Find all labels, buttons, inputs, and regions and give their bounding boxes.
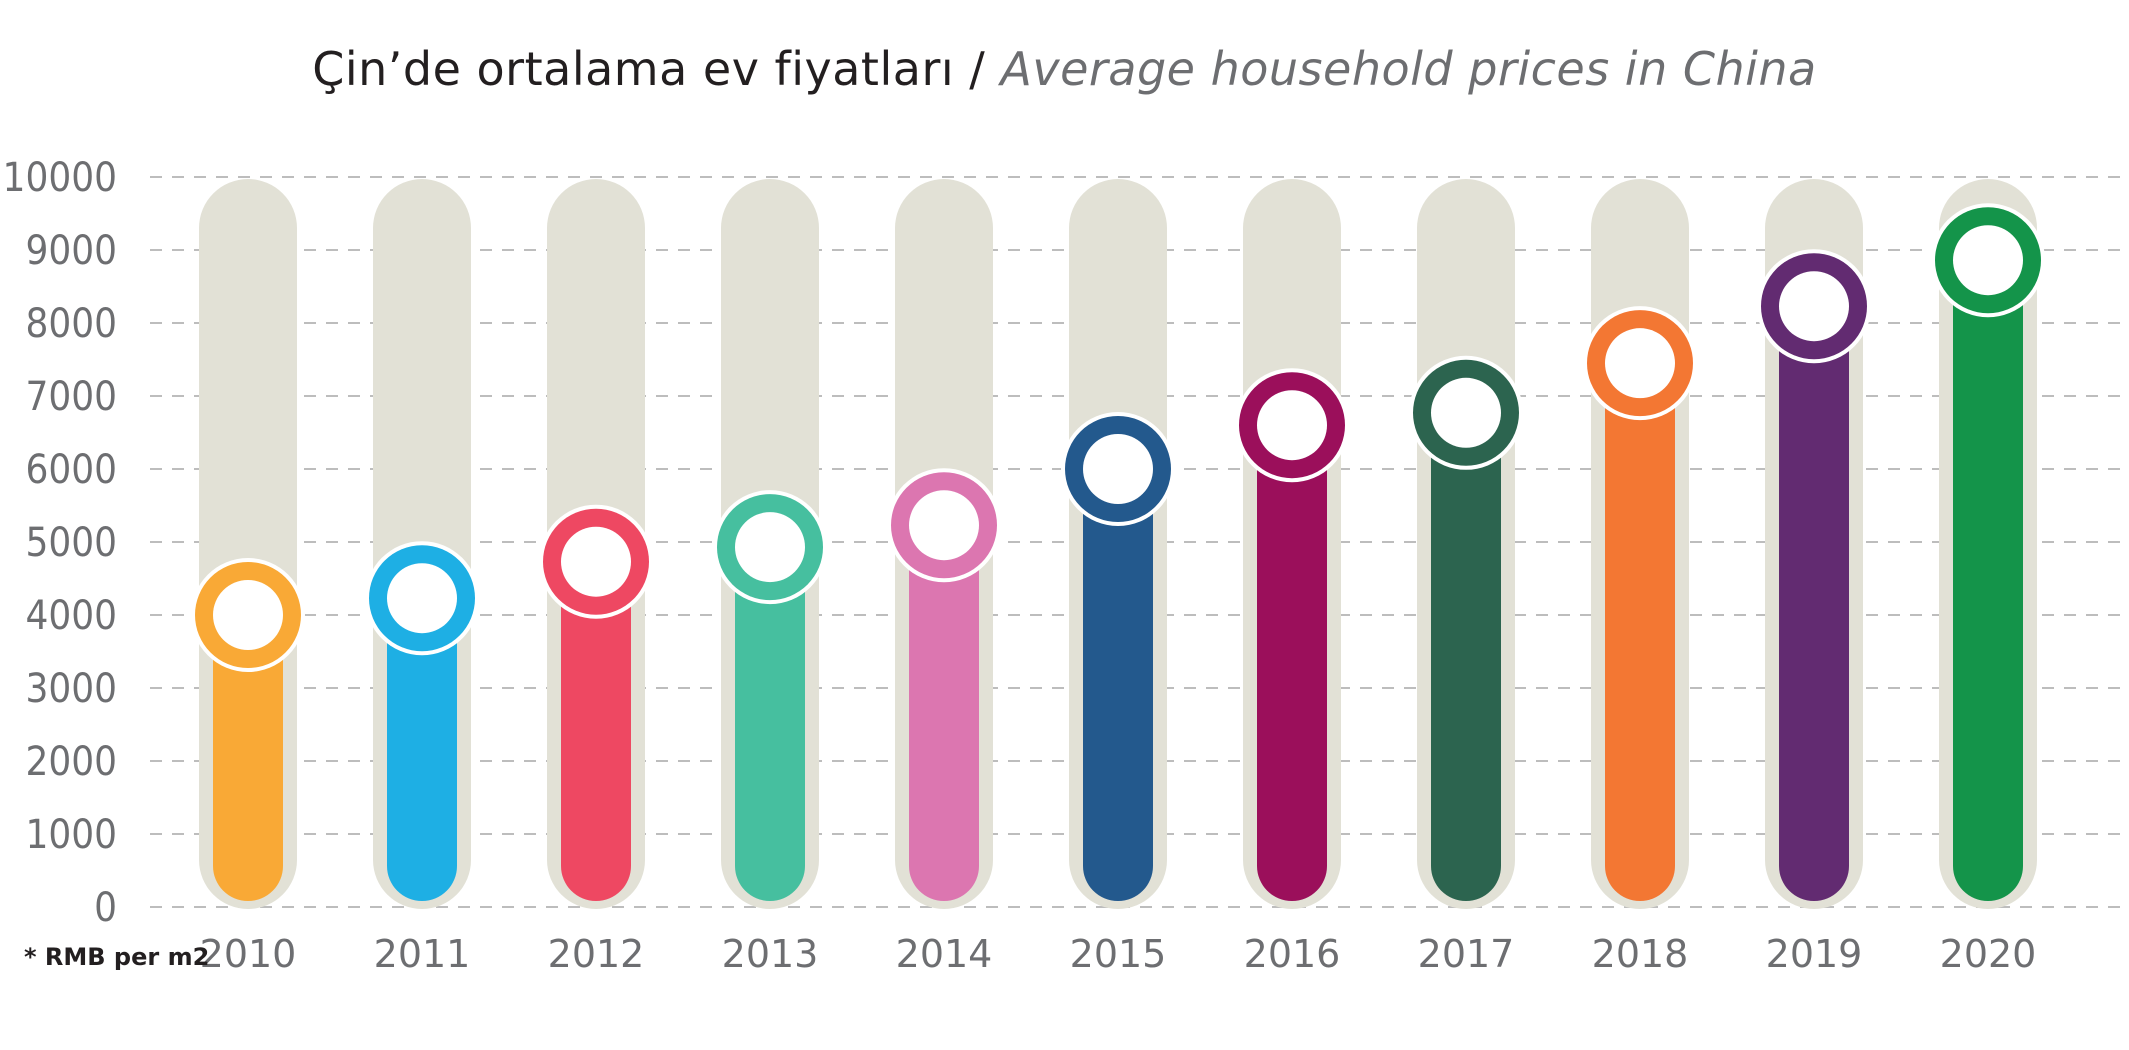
bar-body-2017	[1431, 412, 1501, 866]
marker-center	[1257, 390, 1327, 461]
y-tick-label: 5000	[25, 520, 117, 566]
unit-note: * RMB per m2	[24, 943, 209, 971]
marker-center	[1605, 328, 1675, 399]
bar-body-2016	[1257, 425, 1327, 866]
y-tick-label: 2000	[25, 739, 117, 785]
x-tick-label: 2013	[722, 932, 819, 976]
bar-body-2019	[1779, 306, 1849, 867]
x-tick-label: 2010	[200, 932, 297, 976]
marker-center	[1953, 225, 2023, 296]
value-marker-2011	[365, 541, 479, 656]
title-separator: /	[969, 42, 986, 96]
y-tick-label: 6000	[25, 447, 117, 493]
value-marker-2017	[1409, 355, 1523, 470]
value-marker-2020	[1931, 203, 2045, 318]
value-marker-2014	[887, 468, 1001, 583]
x-tick-label: 2020	[1940, 932, 2037, 976]
title-english: Average household prices in China	[1000, 42, 1817, 96]
bar-body-2018	[1605, 363, 1675, 866]
marker-center	[1779, 271, 1849, 342]
marker-center	[1083, 434, 1153, 504]
marker-center	[735, 512, 805, 583]
x-tick-label: 2018	[1592, 932, 1689, 976]
y-tick-label: 9000	[25, 228, 117, 274]
value-marker-2013	[713, 490, 827, 605]
title-turkish: Çin’de ortalama ev fiyatları	[312, 42, 955, 96]
marker-center	[561, 526, 631, 597]
x-axis: 2010 2011 2012 2013 2014 2015 2016 2017 2018 2019…	[200, 932, 2037, 976]
chart-title: Çin’de ortalama ev fiyatları / Average h…	[0, 42, 2129, 96]
y-tick-label: 0	[94, 885, 117, 931]
value-marker-2010	[191, 558, 305, 672]
x-tick-label: 2019	[1766, 932, 1863, 976]
bar-body-2020	[1953, 260, 2023, 867]
value-marker-2016	[1235, 368, 1349, 483]
x-tick-label: 2011	[374, 932, 471, 976]
value-marker-2019	[1757, 249, 1871, 364]
bars	[213, 260, 2023, 902]
y-tick-label: 10000	[3, 155, 117, 201]
marker-center	[1431, 377, 1501, 448]
value-marker-2012	[539, 504, 653, 619]
y-tick-label: 4000	[25, 593, 117, 639]
y-tick-label: 7000	[25, 374, 117, 420]
x-tick-label: 2014	[896, 932, 993, 976]
x-tick-label: 2012	[548, 932, 645, 976]
x-tick-label: 2017	[1418, 932, 1515, 976]
marker-center	[213, 580, 283, 650]
y-tick-label: 8000	[25, 301, 117, 347]
y-axis: 0 1000 2000 3000 4000 5000 6000 7000 8000 9000 100…	[3, 155, 117, 931]
marker-center	[909, 490, 979, 561]
value-marker-2018	[1583, 306, 1697, 421]
y-tick-label: 1000	[25, 812, 117, 858]
value-marker-2015	[1061, 412, 1175, 526]
y-tick-label: 3000	[25, 666, 117, 712]
x-tick-label: 2015	[1070, 932, 1167, 976]
x-tick-label: 2016	[1244, 932, 1341, 976]
value-markers	[191, 203, 2045, 672]
marker-center	[387, 563, 457, 634]
bar-body-2015	[1083, 469, 1153, 866]
